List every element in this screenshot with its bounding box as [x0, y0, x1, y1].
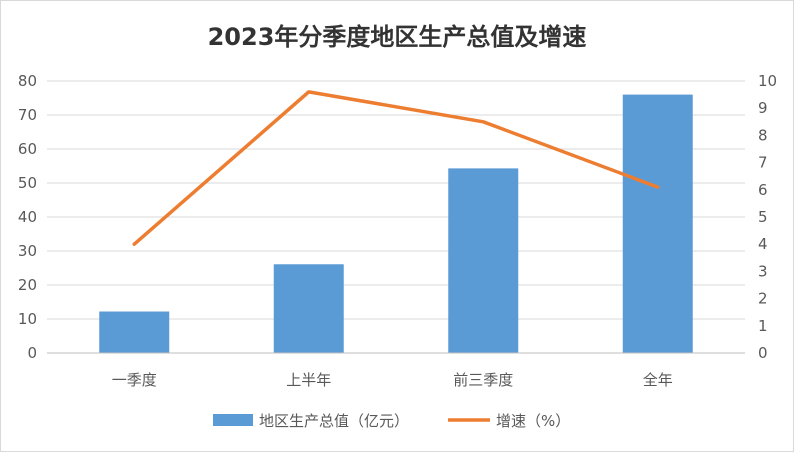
bar	[622, 94, 693, 353]
left-axis-tick-label: 10	[18, 310, 37, 328]
left-axis-tick-label: 20	[18, 276, 37, 294]
chart-title: 2023年分季度地区生产总值及增速	[208, 23, 587, 51]
left-axis: 0 10 20 30 40 50 60 70 80	[18, 72, 37, 362]
growth-line	[132, 90, 660, 246]
category-label: 全年	[643, 371, 673, 389]
left-axis-tick-label: 0	[27, 344, 37, 362]
legend: 地区生产总值（亿元） 增速（%）	[213, 412, 570, 430]
category-label: 前三季度	[453, 371, 513, 389]
right-axis-tick-label: 5	[758, 208, 768, 226]
left-axis-tick-label: 40	[18, 208, 37, 226]
line-series	[132, 90, 660, 246]
bar	[273, 264, 344, 353]
category-label: 一季度	[112, 371, 157, 389]
right-axis-tick-label: 8	[758, 126, 768, 144]
right-axis-tick-label: 0	[758, 344, 768, 362]
x-axis: 一季度 上半年 前三季度 全年	[47, 352, 745, 389]
legend-swatch-bar	[213, 414, 253, 426]
right-axis-tick-label: 1	[758, 317, 768, 335]
right-axis-tick-label: 7	[758, 154, 768, 172]
bar-series	[99, 94, 693, 353]
left-axis-tick-label: 50	[18, 174, 37, 192]
legend-label-growth: 增速（%）	[496, 412, 570, 430]
left-axis-tick-label: 60	[18, 140, 37, 158]
right-axis-tick-label: 4	[758, 235, 768, 253]
right-axis-tick-label: 6	[758, 181, 768, 199]
left-axis-tick-label: 70	[18, 106, 37, 124]
bar	[448, 168, 519, 353]
right-axis-tick-label: 3	[758, 262, 768, 280]
bar	[99, 311, 170, 353]
category-label: 上半年	[286, 371, 331, 389]
right-axis: 0 1 2 3 4 5 6 7 8 9 10	[758, 72, 777, 362]
left-axis-tick-label: 80	[18, 72, 37, 90]
legend-label-gdp: 地区生产总值（亿元）	[259, 412, 409, 430]
right-axis-tick-label: 2	[758, 290, 768, 308]
left-axis-tick-label: 30	[18, 242, 37, 260]
right-axis-tick-label: 10	[758, 72, 777, 90]
right-axis-tick-label: 9	[758, 99, 768, 117]
